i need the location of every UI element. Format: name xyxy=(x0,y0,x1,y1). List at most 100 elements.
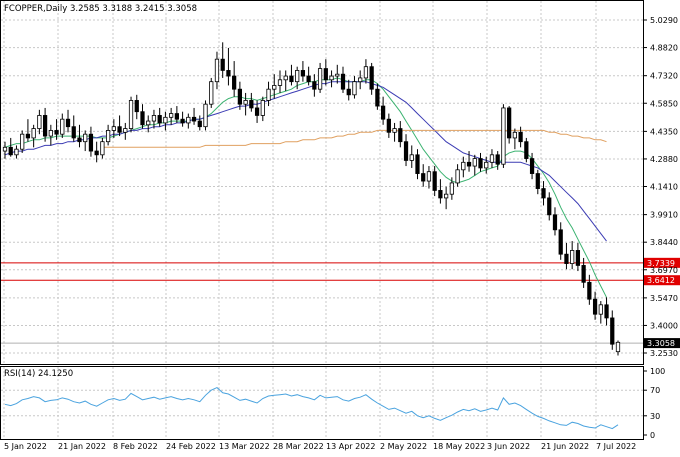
moving-average-line xyxy=(102,129,607,148)
candle xyxy=(386,113,391,138)
candle-body xyxy=(169,113,174,118)
x-tick-label: 5 Jan 2022 xyxy=(4,442,47,451)
candle-body xyxy=(335,73,340,77)
candle xyxy=(472,154,477,176)
candle-body xyxy=(197,120,202,128)
rsi-line xyxy=(4,387,619,430)
candle-body xyxy=(615,341,621,353)
y-tick-label: 4.5850 xyxy=(650,99,678,108)
candle xyxy=(209,77,214,108)
candle-body xyxy=(243,100,248,105)
x-tick-label: 2 May 2022 xyxy=(380,442,427,451)
candle xyxy=(449,177,454,200)
rsi-tick-label: 30 xyxy=(650,412,660,421)
candle-body xyxy=(83,133,88,143)
candle xyxy=(14,145,19,159)
candle xyxy=(575,242,581,272)
candle xyxy=(581,257,586,288)
candle xyxy=(65,109,71,133)
candle xyxy=(169,107,174,125)
candle xyxy=(317,62,323,93)
candle xyxy=(186,113,191,129)
candle xyxy=(83,130,88,152)
candle-body xyxy=(254,107,260,116)
candle xyxy=(151,109,157,129)
candle xyxy=(197,115,202,131)
candle-body xyxy=(329,75,334,81)
candle xyxy=(111,119,116,138)
candle xyxy=(134,94,139,120)
candle-body xyxy=(260,100,265,116)
candle xyxy=(289,64,294,86)
candle-body xyxy=(426,171,432,182)
candle-body xyxy=(421,173,426,182)
candle-body xyxy=(312,81,317,90)
candle-body xyxy=(295,70,300,83)
candle-body xyxy=(277,79,283,86)
candle-body xyxy=(598,304,603,315)
candle-body xyxy=(180,118,185,124)
y-tick-label: 3.8440 xyxy=(650,238,678,247)
y-tick-label: 3.5470 xyxy=(650,294,678,303)
candle-body xyxy=(455,169,460,184)
candle-body xyxy=(146,120,151,126)
y-tick-label: 3.6970 xyxy=(650,266,678,275)
candle-body xyxy=(106,130,111,143)
candle xyxy=(335,64,340,84)
candle xyxy=(295,66,300,90)
candle xyxy=(358,70,363,90)
candle xyxy=(266,81,271,107)
candle xyxy=(392,122,397,142)
candle xyxy=(146,115,151,133)
candle-body xyxy=(444,193,449,199)
candle-body xyxy=(524,141,529,159)
candle-body xyxy=(209,81,214,105)
candle-body xyxy=(111,126,116,131)
candle xyxy=(20,130,25,153)
y-tick-label: 3.2530 xyxy=(650,349,678,358)
candle xyxy=(329,70,334,88)
candle xyxy=(507,106,512,144)
candle xyxy=(123,122,128,140)
x-tick-label: 21 Jan 2022 xyxy=(58,442,106,451)
candle-body xyxy=(100,141,105,156)
candle-body xyxy=(529,158,535,174)
candle-body xyxy=(392,128,397,133)
y-tick-label: 4.1410 xyxy=(650,183,678,192)
candle xyxy=(94,141,99,163)
candle xyxy=(54,119,59,140)
x-tick-label: 28 Mar 2022 xyxy=(273,442,324,451)
candle-body xyxy=(300,70,306,77)
candle-body xyxy=(2,146,8,152)
candle xyxy=(163,111,168,131)
y-tick-label: 5.0290 xyxy=(650,16,678,25)
candle xyxy=(438,179,443,204)
candle-body xyxy=(140,111,145,126)
candle-body xyxy=(88,133,94,152)
level-tag xyxy=(644,275,680,286)
candle xyxy=(42,107,48,142)
candle-body xyxy=(48,130,53,137)
candle-body xyxy=(409,154,414,161)
candle xyxy=(243,92,248,116)
candle xyxy=(77,124,82,148)
candle xyxy=(398,121,403,148)
candle xyxy=(415,149,420,180)
candle xyxy=(249,92,254,112)
candle-body xyxy=(31,128,36,139)
candle xyxy=(558,222,563,260)
price-pane-frame xyxy=(0,0,644,365)
candle xyxy=(180,111,185,127)
candle xyxy=(254,100,260,123)
candle xyxy=(444,186,449,210)
candle-body xyxy=(249,100,254,109)
candle-body xyxy=(60,118,65,135)
candle xyxy=(570,241,575,270)
candle-body xyxy=(203,103,208,128)
candle xyxy=(174,106,179,123)
candle xyxy=(340,66,346,93)
candle xyxy=(403,134,409,167)
price-tag-label: 3.3058 xyxy=(647,339,675,348)
candle-body xyxy=(472,158,477,167)
candle-body xyxy=(340,73,346,90)
